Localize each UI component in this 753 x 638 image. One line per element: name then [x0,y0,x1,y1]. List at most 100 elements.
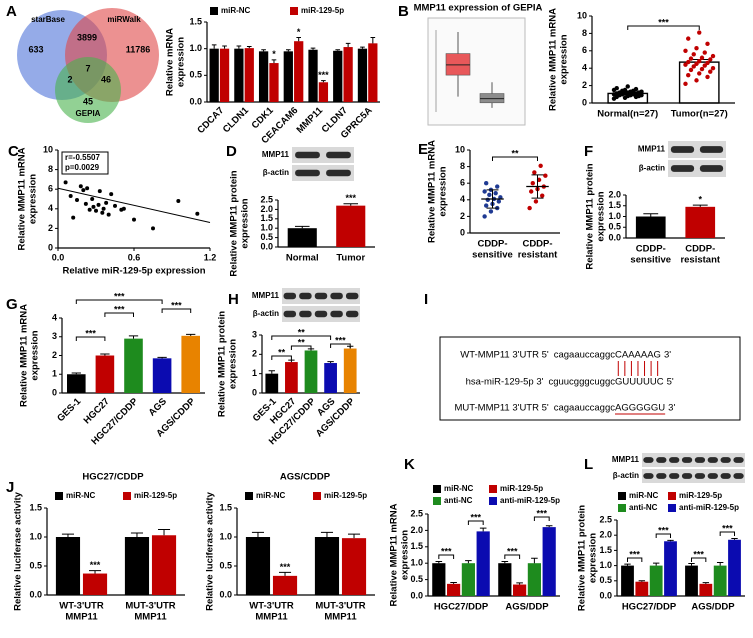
data-point [496,199,501,204]
legend-label: anti-miR-129-5p [679,503,739,512]
sequence-end: 5' [667,377,674,388]
blot-band [314,310,328,318]
legend-label: miR-NC [66,491,96,500]
error-bar [731,538,738,540]
error-bar [360,46,365,49]
significance-label: * [297,27,301,37]
bar [728,539,741,596]
data-point [705,41,710,47]
x-tick-label: Tumor(n=27) [671,109,728,120]
significance-bracket [271,335,332,340]
error-bar [652,562,660,566]
significance-label: ** [278,347,286,357]
data-point [699,66,705,72]
x-tick-label: CDCA7 [195,105,226,136]
significance-bracket [104,312,134,317]
significance-bracket [533,516,550,521]
y-axis-label: expression [438,166,449,216]
data-point [488,209,494,214]
significance-label: *** [471,512,482,522]
error-bar [465,560,472,564]
y-tick-label: 1.0 [189,43,202,53]
bar [664,541,677,596]
y-axis-label: Relative luciferase activity [13,491,24,611]
data-point [702,63,707,68]
x-tick-label: AGS/DDP [505,602,549,613]
venn-region-count: 45 [83,96,93,106]
significance-label: *** [441,546,452,556]
significance-label: *** [171,300,182,310]
significance-label: ** [298,327,306,337]
y-tick-label: 0.5 [29,560,42,570]
y-tick-label: 0.0 [608,232,621,242]
blot-band [733,473,744,479]
y-tick-label: 0.5 [608,222,621,232]
bar [357,48,368,102]
blot-label: MMP11 [638,145,666,154]
error-bar [157,528,171,536]
legend-swatch [245,492,253,500]
error-bar [296,36,302,42]
blot-band [295,151,320,159]
blot-band [681,473,693,479]
legend-swatch [489,497,497,505]
x-tick-label: Normal [286,253,319,264]
blot-band [733,457,744,463]
blot-band [670,146,695,153]
error-bar [61,533,75,537]
y-axis-label: Relative MMP11 mRNA [19,304,30,407]
blot-band [707,457,718,463]
bar [124,537,150,595]
significance-label: *** [114,304,125,314]
error-bar [285,49,291,52]
bar [461,563,475,596]
data-point [686,72,691,78]
sequence-box [439,336,741,421]
x-tick-label: 0.6 [128,252,141,262]
data-point [527,205,532,211]
panel-label: A [6,3,17,20]
significance-label: * [272,49,276,59]
data-point [100,210,105,215]
y-tick-label: 1 [52,369,57,379]
chart-title: AGS/CDDP [280,472,331,483]
panel-label: I [424,291,428,308]
legend-label: miR-NC [256,491,286,500]
sequence-end: 3' [664,350,671,361]
venn-region-count: 7 [85,63,90,73]
data-point [109,192,114,197]
x-tick-label: MMP11 [324,612,357,623]
data-point [87,207,92,212]
y-axis-label: expression [240,198,251,248]
blot-band [656,473,667,479]
bar [67,374,86,393]
bar [151,535,177,595]
blot-band [345,310,359,318]
legend-label: miR-NC [221,6,251,15]
data-point [702,50,707,55]
data-point [699,55,705,60]
y-tick-label: 1.5 [608,200,621,210]
significance-label: *** [280,562,291,572]
error-bar [479,527,487,532]
blot-label: MMP11 [252,291,280,300]
significance-label: *** [537,508,548,518]
significance-bracket [271,355,292,360]
blot-band [707,473,718,479]
blot-band [720,473,731,479]
venn-region-count: 46 [101,74,111,84]
significance-bracket [161,308,192,313]
bar [245,537,271,595]
blot-band [330,292,343,300]
error-bar [186,333,196,336]
error-bar [88,570,102,574]
blot-band [283,292,297,300]
venn-region-count: 633 [28,44,43,54]
error-bar [335,49,341,51]
y-axis-label: expression [559,34,570,84]
y-tick-label: 2 [48,223,53,233]
chart-title: MMP11 expression of GEPIA [414,3,543,14]
bar [219,48,230,102]
data-point [176,198,181,203]
